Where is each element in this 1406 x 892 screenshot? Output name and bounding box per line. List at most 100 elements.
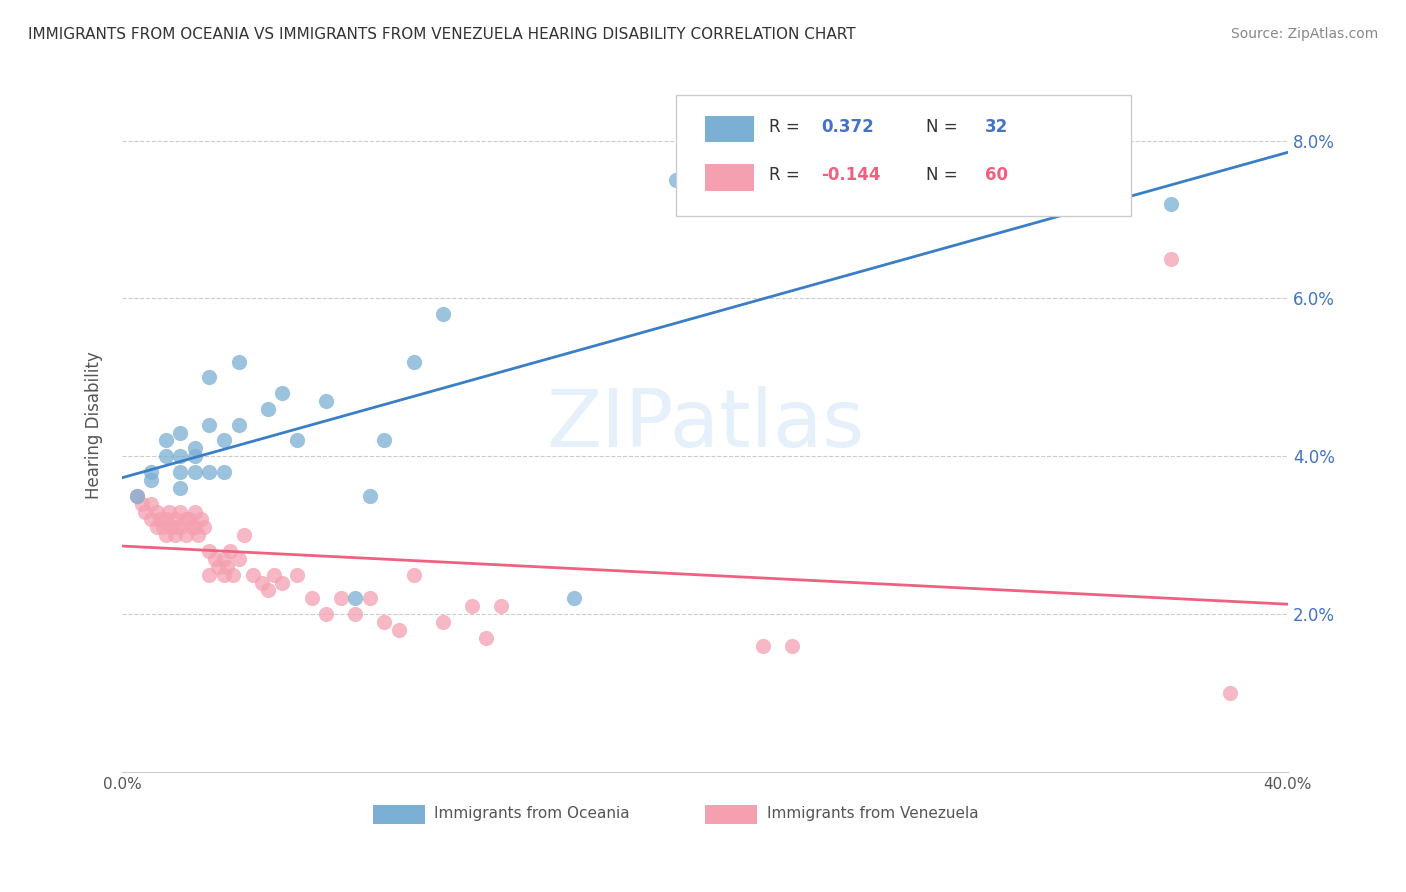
Point [271, 575, 294, 590]
Point [152, 520, 174, 534]
Point [125, 489, 148, 503]
Point [146, 504, 169, 518]
Point [344, 607, 367, 621]
Point [134, 504, 156, 518]
Point [263, 567, 285, 582]
Point [131, 497, 153, 511]
Point [169, 504, 191, 518]
Point [1160, 252, 1182, 266]
Point [250, 575, 273, 590]
Text: -0.144: -0.144 [821, 167, 882, 185]
Y-axis label: Hearing Disability: Hearing Disability [86, 351, 103, 499]
Point [184, 442, 207, 456]
Point [163, 512, 186, 526]
Point [782, 639, 804, 653]
Point [193, 520, 215, 534]
Text: R =: R = [769, 118, 806, 136]
Text: N =: N = [927, 118, 963, 136]
Point [155, 512, 177, 526]
FancyBboxPatch shape [704, 116, 754, 142]
Point [141, 465, 163, 479]
Point [204, 552, 226, 566]
Point [1160, 196, 1182, 211]
Point [198, 417, 221, 432]
Point [198, 544, 221, 558]
Point [215, 559, 238, 574]
Point [157, 504, 180, 518]
Point [315, 607, 337, 621]
Point [285, 567, 308, 582]
Point [177, 512, 200, 526]
Point [212, 465, 235, 479]
Point [1219, 686, 1241, 700]
Point [212, 567, 235, 582]
Point [155, 528, 177, 542]
Point [184, 450, 207, 464]
Point [187, 528, 209, 542]
Point [489, 599, 512, 614]
Point [359, 489, 381, 503]
FancyBboxPatch shape [676, 95, 1130, 217]
FancyBboxPatch shape [704, 164, 754, 191]
Point [198, 465, 221, 479]
Point [359, 591, 381, 606]
FancyBboxPatch shape [704, 805, 758, 824]
Point [228, 354, 250, 368]
Point [184, 504, 207, 518]
Text: 32: 32 [984, 118, 1008, 136]
Point [169, 450, 191, 464]
Point [174, 512, 197, 526]
FancyBboxPatch shape [373, 805, 425, 824]
Point [219, 544, 242, 558]
Point [898, 173, 921, 187]
Point [125, 489, 148, 503]
Point [271, 386, 294, 401]
Point [190, 512, 212, 526]
Point [329, 591, 352, 606]
Point [141, 497, 163, 511]
Point [256, 583, 278, 598]
Point [169, 520, 191, 534]
Point [212, 552, 235, 566]
Point [184, 520, 207, 534]
Point [141, 512, 163, 526]
Point [198, 370, 221, 384]
Point [315, 394, 337, 409]
Text: IMMIGRANTS FROM OCEANIA VS IMMIGRANTS FROM VENEZUELA HEARING DISABILITY CORRELAT: IMMIGRANTS FROM OCEANIA VS IMMIGRANTS FR… [28, 27, 856, 42]
Point [233, 528, 256, 542]
Point [163, 528, 186, 542]
Point [301, 591, 323, 606]
Point [149, 512, 172, 526]
Point [432, 615, 454, 629]
Point [212, 434, 235, 448]
Text: ZIPatlas: ZIPatlas [546, 385, 865, 464]
Point [432, 307, 454, 321]
Point [228, 552, 250, 566]
Point [402, 354, 425, 368]
Point [146, 520, 169, 534]
Text: Immigrants from Oceania: Immigrants from Oceania [434, 806, 630, 822]
Text: N =: N = [927, 167, 963, 185]
Text: 0.372: 0.372 [821, 118, 875, 136]
Point [475, 631, 498, 645]
Text: Immigrants from Venezuela: Immigrants from Venezuela [766, 806, 979, 822]
Point [207, 559, 229, 574]
Point [373, 615, 395, 629]
Point [256, 401, 278, 416]
Text: Source: ZipAtlas.com: Source: ZipAtlas.com [1230, 27, 1378, 41]
Point [388, 623, 411, 637]
Point [166, 520, 188, 534]
Point [184, 465, 207, 479]
Point [169, 481, 191, 495]
Text: R =: R = [769, 167, 806, 185]
Point [181, 520, 204, 534]
Point [169, 465, 191, 479]
Point [373, 434, 395, 448]
Point [160, 520, 183, 534]
Point [665, 173, 688, 187]
Point [198, 567, 221, 582]
Point [344, 591, 367, 606]
Point [169, 425, 191, 440]
Point [752, 639, 775, 653]
Point [155, 450, 177, 464]
